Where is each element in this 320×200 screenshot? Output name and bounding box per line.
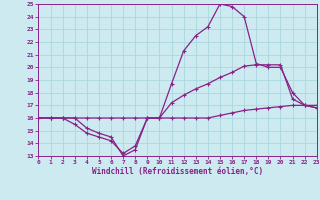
X-axis label: Windchill (Refroidissement éolien,°C): Windchill (Refroidissement éolien,°C) bbox=[92, 167, 263, 176]
